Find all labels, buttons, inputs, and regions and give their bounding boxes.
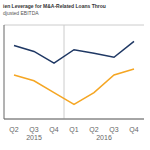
- svg-text:2016: 2016: [96, 134, 112, 141]
- svg-text:Q4: Q4: [49, 126, 58, 134]
- svg-text:Q2: Q2: [9, 126, 18, 134]
- svg-text:Q2: Q2: [89, 126, 98, 134]
- svg-text:2015: 2015: [26, 134, 42, 141]
- svg-text:Q1: Q1: [69, 126, 78, 134]
- html-text:djusted EBITDA: djusted EBITDA: [3, 10, 39, 16]
- svg-text:Q4: Q4: [129, 126, 138, 134]
- svg-text:Q3: Q3: [109, 126, 118, 134]
- svg-text:Q3: Q3: [29, 126, 38, 134]
- html-text:ien Leverage for M&A-Related L: ien Leverage for M&A-Related Loans Throu: [3, 3, 106, 9]
